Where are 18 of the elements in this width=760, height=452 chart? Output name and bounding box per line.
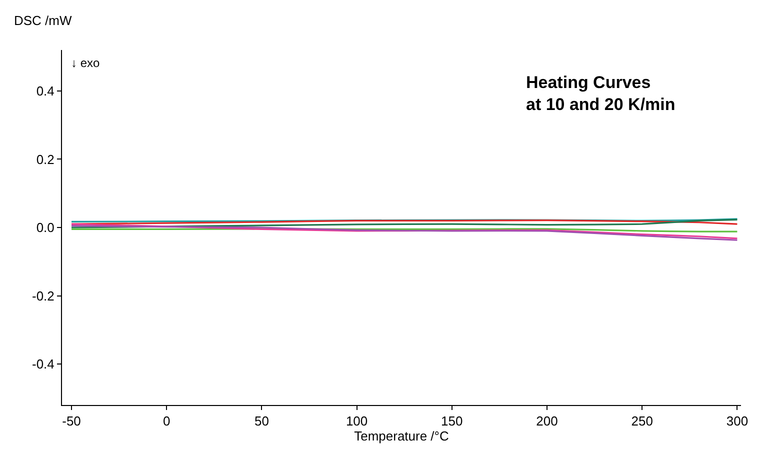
- annotation: Heating Curves at 10 and 20 K/min: [526, 73, 676, 114]
- line-series: [70, 218, 738, 228]
- x-tick-label: 150: [441, 414, 463, 429]
- x-tick-label: 250: [631, 414, 653, 429]
- y-tick-label: 0.2: [36, 152, 54, 167]
- x-tick-label: 200: [536, 414, 558, 429]
- x-tick-label: -50: [62, 414, 81, 429]
- x-tick-label: 0: [162, 414, 170, 429]
- y-tick-label: 0.0: [36, 220, 54, 236]
- x-tick-label: 50: [254, 414, 269, 429]
- annotation: ↓ exo: [71, 56, 100, 70]
- x-tick-label: 100: [346, 414, 368, 429]
- y-tick-label: 0.4: [36, 84, 54, 99]
- y-tick-label: -0.4: [32, 356, 54, 372]
- y-tick-label: -0.2: [32, 288, 54, 304]
- x-axis-title: Temperature /°C: [354, 428, 449, 444]
- y-axis-title: DSC /mW: [14, 13, 72, 28]
- x-tick-label: 300: [726, 414, 748, 429]
